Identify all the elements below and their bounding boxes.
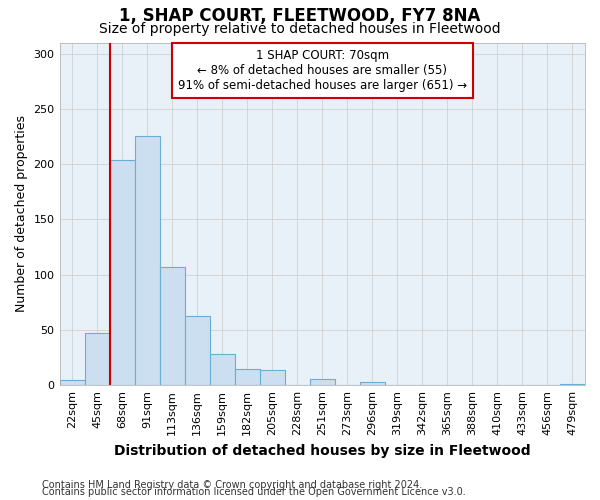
Bar: [160, 267, 185, 385]
Bar: [59, 380, 85, 385]
Bar: [209, 354, 235, 385]
Bar: [310, 378, 335, 385]
Bar: [134, 136, 160, 385]
Bar: [185, 316, 209, 385]
Y-axis label: Number of detached properties: Number of detached properties: [15, 116, 28, 312]
Bar: [85, 333, 110, 385]
X-axis label: Distribution of detached houses by size in Fleetwood: Distribution of detached houses by size …: [114, 444, 530, 458]
Bar: [110, 160, 134, 385]
Text: Size of property relative to detached houses in Fleetwood: Size of property relative to detached ho…: [99, 22, 501, 36]
Text: 1 SHAP COURT: 70sqm
← 8% of detached houses are smaller (55)
91% of semi-detache: 1 SHAP COURT: 70sqm ← 8% of detached hou…: [178, 50, 467, 92]
Text: 1, SHAP COURT, FLEETWOOD, FY7 8NA: 1, SHAP COURT, FLEETWOOD, FY7 8NA: [119, 8, 481, 26]
Text: Contains HM Land Registry data © Crown copyright and database right 2024.: Contains HM Land Registry data © Crown c…: [42, 480, 422, 490]
Bar: [235, 368, 260, 385]
Bar: [560, 384, 585, 385]
Bar: [360, 382, 385, 385]
Text: Contains public sector information licensed under the Open Government Licence v3: Contains public sector information licen…: [42, 487, 466, 497]
Bar: [260, 370, 285, 385]
